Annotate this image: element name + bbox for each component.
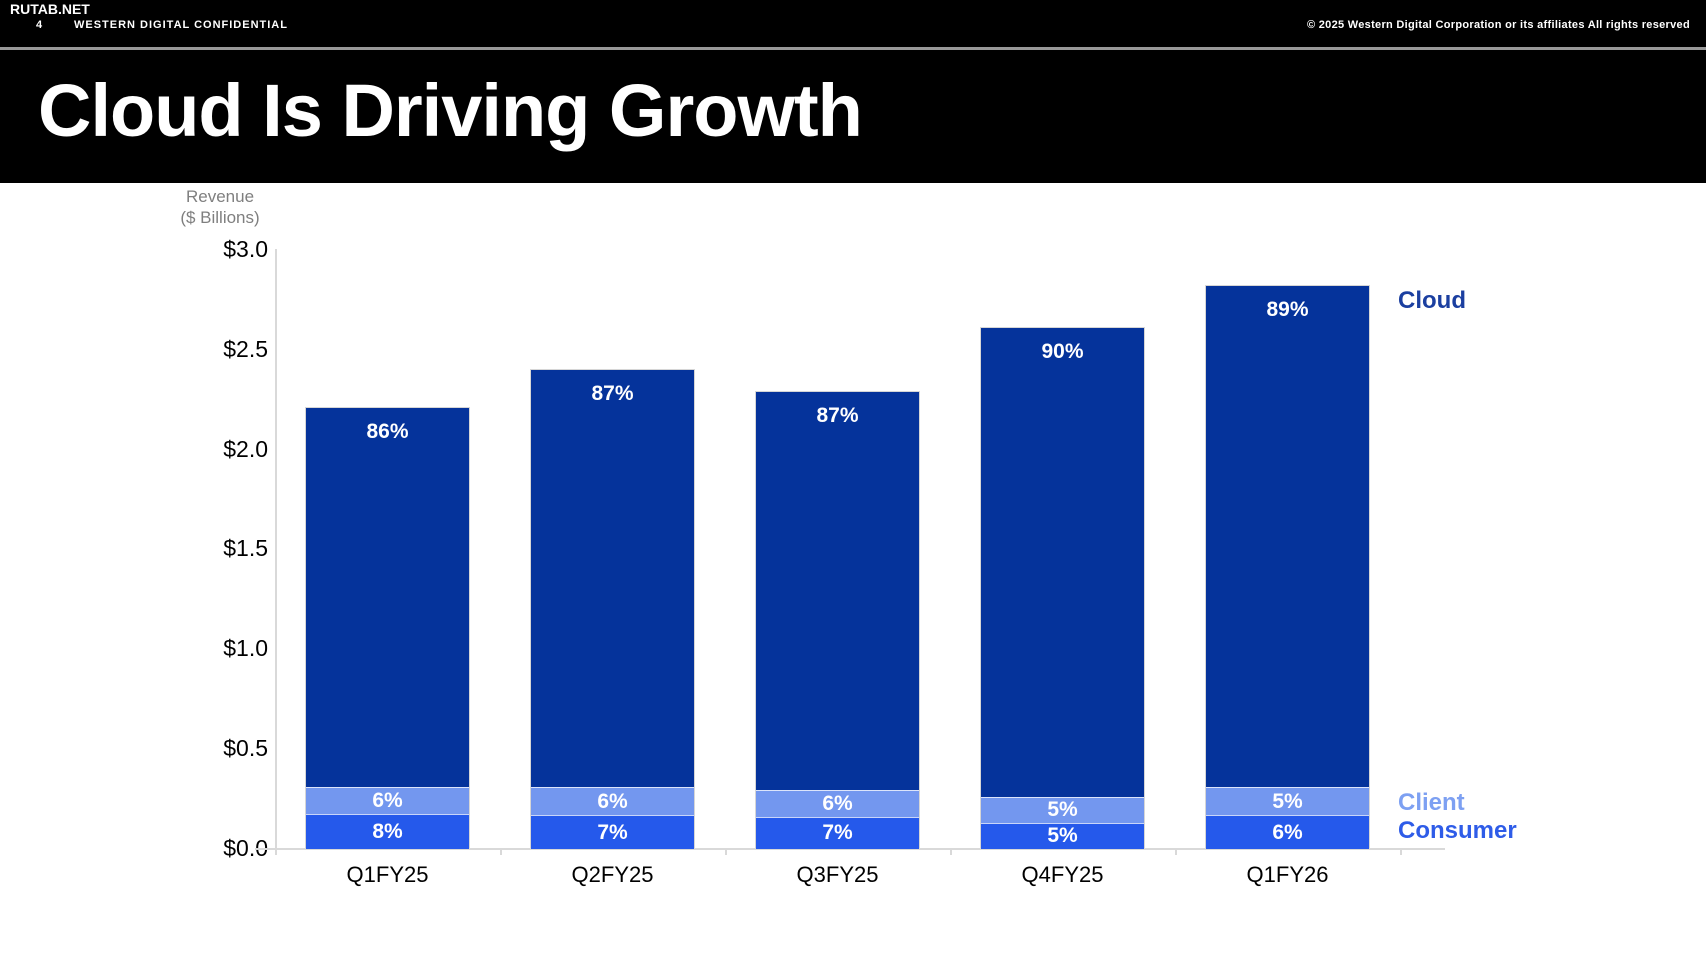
- segment-consumer: 6%: [1206, 815, 1369, 849]
- x-axis-tick-mark: [275, 848, 277, 855]
- stacked-bar-Q1FY26: 89% 5% 6%: [1205, 284, 1370, 849]
- segment-cloud: 87%: [531, 369, 694, 787]
- segment-cloud-value-label: 90%: [1041, 339, 1084, 363]
- x-axis-tick-mark: [1175, 848, 1177, 855]
- segment-client: 5%: [981, 796, 1144, 823]
- segment-consumer: 7%: [756, 816, 919, 849]
- segment-consumer-value-label: 6%: [1272, 820, 1303, 844]
- y-axis-tick-label: $2.0: [223, 435, 268, 462]
- y-axis-tick-label: $0.0: [223, 835, 268, 861]
- segment-cloud: 89%: [1206, 285, 1369, 788]
- segment-cloud-value-label: 89%: [1266, 297, 1309, 321]
- stacked-bar-Q1FY25: 86% 6% 8%: [305, 406, 470, 849]
- copyright-notice: © 2025 Western Digital Corporation or it…: [1306, 19, 1690, 31]
- y-axis-title-line2: ($ Billions): [180, 208, 260, 228]
- segment-cloud-value-label: 86%: [366, 419, 409, 443]
- segment-cloud: 87%: [756, 391, 919, 790]
- legend-client: Client: [1398, 789, 1465, 816]
- stacked-bar-Q3FY25: 87% 6% 7%: [755, 390, 920, 849]
- segment-consumer-value-label: 7%: [597, 820, 628, 844]
- x-axis-baseline: [255, 848, 1445, 850]
- title-band: Cloud Is Driving Growth: [0, 50, 1706, 183]
- segment-consumer: 7%: [531, 815, 694, 849]
- segment-client-value-label: 6%: [822, 791, 853, 815]
- y-axis-tick-label: $2.5: [223, 335, 268, 362]
- segment-consumer: 8%: [306, 813, 469, 849]
- segment-client: 6%: [756, 789, 919, 817]
- segment-client-value-label: 6%: [372, 788, 403, 812]
- x-axis-tick-mark: [1400, 848, 1402, 855]
- y-axis-tick-label: $0.5: [223, 735, 268, 762]
- x-axis-category-label: Q2FY25: [571, 862, 654, 887]
- segment-cloud: 86%: [306, 407, 469, 788]
- y-axis-line: [275, 248, 277, 848]
- page-number: 4: [36, 19, 43, 31]
- stacked-bar-Q2FY25: 87% 6% 7%: [530, 368, 695, 849]
- y-axis-title: Revenue ($ Billions): [140, 186, 300, 229]
- x-axis-category-label: Q1FY25: [346, 862, 429, 887]
- segment-client: 6%: [531, 786, 694, 816]
- segment-consumer-value-label: 8%: [372, 819, 403, 843]
- x-axis-tick-mark: [950, 848, 952, 855]
- segment-client: 6%: [306, 787, 469, 814]
- x-axis-category-label: Q3FY25: [796, 862, 879, 887]
- confidential-label: WESTERN DIGITAL CONFIDENTIAL: [74, 19, 288, 31]
- segment-client-value-label: 6%: [597, 789, 628, 813]
- y-axis-tick-label: $3.0: [223, 235, 268, 262]
- segment-cloud-value-label: 87%: [591, 381, 634, 405]
- legend-consumer: Consumer: [1398, 817, 1517, 844]
- segment-consumer-value-label: 5%: [1047, 824, 1078, 848]
- x-axis-tick-mark: [725, 848, 727, 855]
- x-axis-category-label: Q1FY26: [1246, 862, 1329, 887]
- y-axis-tick-label: $1.0: [223, 635, 268, 662]
- segment-client-value-label: 5%: [1272, 789, 1303, 813]
- legend-cloud: Cloud: [1398, 287, 1466, 314]
- y-axis-tick-label: $1.5: [223, 535, 268, 562]
- y-axis-title-line1: Revenue: [185, 187, 255, 206]
- segment-client: 5%: [1206, 787, 1369, 816]
- slide-title: Cloud Is Driving Growth: [38, 69, 863, 152]
- watermark-text: RUTAB.NET: [10, 1, 90, 17]
- x-axis-tick-mark: [500, 848, 502, 855]
- segment-cloud: 90%: [981, 327, 1144, 797]
- segment-client-value-label: 5%: [1047, 798, 1078, 822]
- x-axis-category-label: Q4FY25: [1021, 862, 1104, 887]
- segment-consumer: 5%: [981, 822, 1144, 849]
- stacked-bar-Q4FY25: 90% 5% 5%: [980, 326, 1145, 849]
- segment-cloud-value-label: 87%: [816, 403, 859, 427]
- top-header-bar: RUTAB.NET 4 WESTERN DIGITAL CONFIDENTIAL…: [0, 0, 1706, 50]
- segment-consumer-value-label: 7%: [822, 821, 853, 845]
